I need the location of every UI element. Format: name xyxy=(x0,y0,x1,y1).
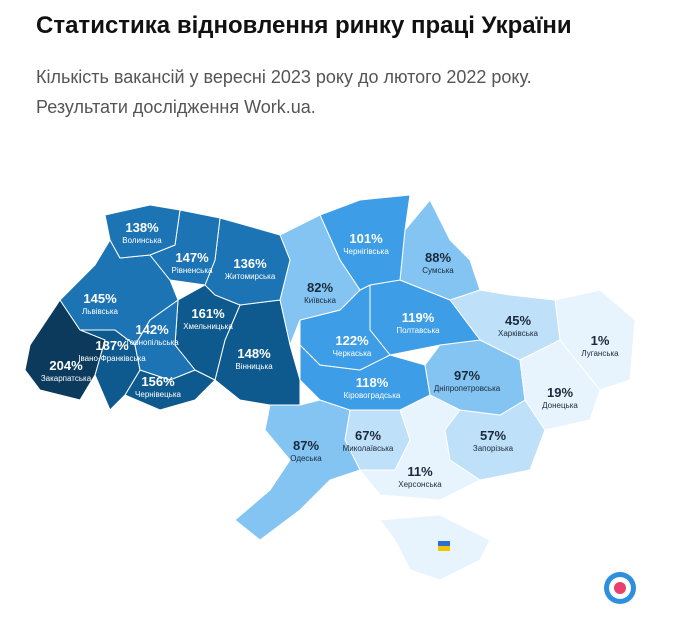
region-name: Львівська xyxy=(82,307,118,316)
region-value: 187% xyxy=(95,338,129,353)
region-value: 57% xyxy=(480,428,506,443)
region xyxy=(234,399,361,541)
region-name: Дніпропетровська xyxy=(434,384,501,393)
region-name: Вінницька xyxy=(235,362,273,371)
region-value: 118% xyxy=(356,375,389,390)
subtitle-line: Кількість вакансій у вересні 2023 року д… xyxy=(36,67,532,87)
region-name: Чернівецька xyxy=(135,390,181,399)
region-value: 82% xyxy=(307,280,333,295)
region-value: 97% xyxy=(454,368,480,383)
region-name: Миколаївська xyxy=(343,444,394,453)
region-value: 67% xyxy=(355,428,381,443)
subtitle: Кількість вакансій у вересні 2023 року д… xyxy=(36,62,532,122)
region-value: 142% xyxy=(135,322,169,337)
region-name: Луганська xyxy=(581,349,619,358)
region-value: 145% xyxy=(83,291,117,306)
crimea xyxy=(379,514,491,581)
region-name: Харківська xyxy=(498,329,539,338)
region-value: 11% xyxy=(407,464,433,479)
region-name: Івано-Франківська xyxy=(78,354,146,363)
region-name: Чернігівська xyxy=(343,247,389,256)
flag xyxy=(438,541,450,546)
region-name: Полтавська xyxy=(396,326,440,335)
region-value: 122% xyxy=(335,333,369,348)
region xyxy=(399,199,481,301)
region-name: Київська xyxy=(304,296,336,305)
region xyxy=(449,289,561,361)
region-name: Хмельницька xyxy=(183,322,233,331)
subtitle-line: Результати дослідження Work.ua. xyxy=(36,97,316,117)
region-value: 88% xyxy=(425,250,451,265)
region-value: 87% xyxy=(293,438,319,453)
region-value: 101% xyxy=(349,231,383,246)
region-value: 45% xyxy=(505,313,531,328)
region-name: Кіровоградська xyxy=(344,391,401,400)
region-name: Волинська xyxy=(122,236,162,245)
region-name: Закарпатська xyxy=(41,374,92,383)
region-value: 204% xyxy=(49,358,83,373)
logo xyxy=(604,572,636,604)
region-name: Одеська xyxy=(290,454,322,463)
region-value: 19% xyxy=(547,385,573,400)
region-name: Житомирська xyxy=(225,272,276,281)
region-name: Донецька xyxy=(542,401,578,410)
region-name: Запорізька xyxy=(473,444,514,453)
region-value: 156% xyxy=(141,374,175,389)
region-value: 136% xyxy=(233,256,267,271)
region-name: Рівненська xyxy=(172,266,213,275)
flag xyxy=(438,546,450,551)
region-value: 147% xyxy=(175,250,209,265)
region-value: 1% xyxy=(591,333,610,348)
title: Статистика відновлення ринку праці Украї… xyxy=(36,12,572,39)
region xyxy=(104,204,181,259)
region-value: 138% xyxy=(125,220,159,235)
region-value: 148% xyxy=(237,346,271,361)
region-name: Сумська xyxy=(422,266,454,275)
region-value: 119% xyxy=(402,310,435,325)
region-name: Херсонська xyxy=(398,480,442,489)
region-name: Черкаська xyxy=(333,349,372,358)
region-value: 161% xyxy=(191,306,225,321)
region-name: Тернопільська xyxy=(125,338,179,347)
